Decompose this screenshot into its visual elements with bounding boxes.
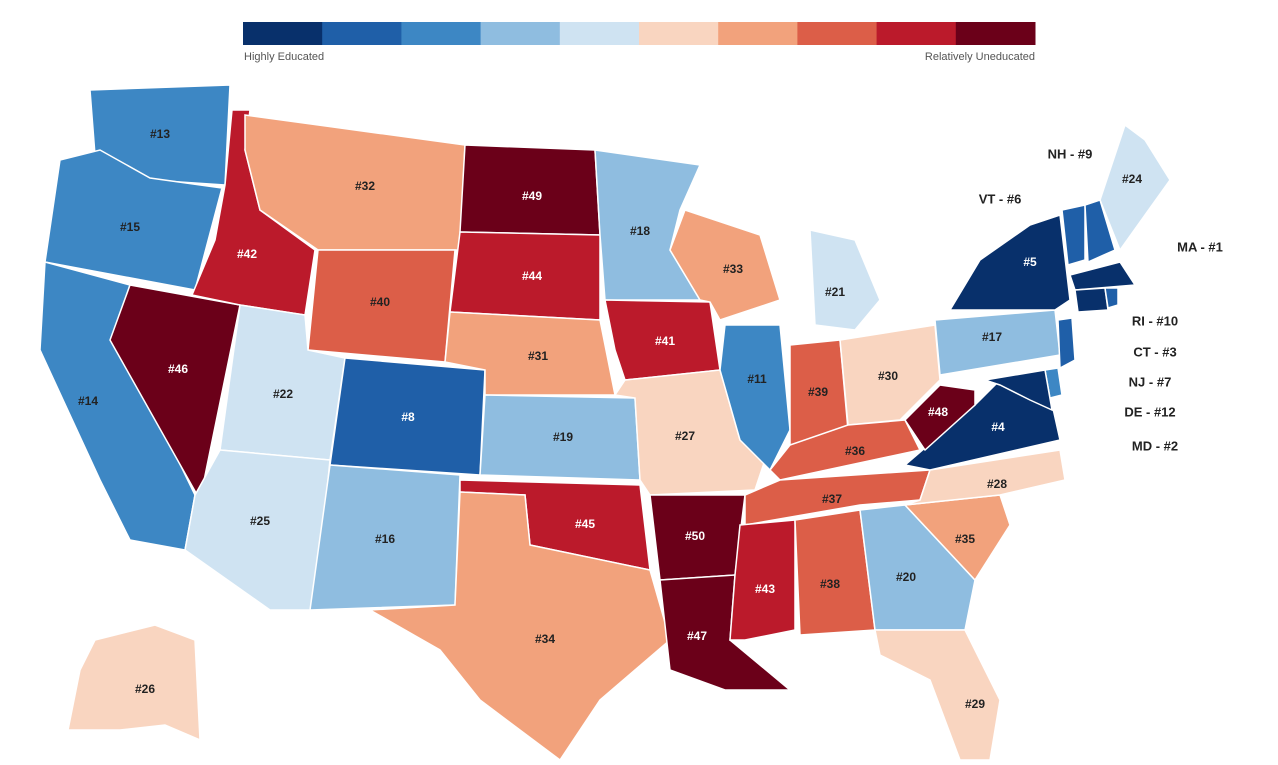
state-label: #19: [553, 430, 573, 444]
legend-right-label: Relatively Uneducated: [925, 51, 1035, 63]
legend-swatch: [718, 22, 798, 45]
state-label: #26: [135, 682, 155, 696]
legend-swatch: [401, 22, 482, 45]
legend-swatch: [876, 22, 957, 45]
state: [809, 229, 881, 331]
state-label: #34: [535, 632, 555, 646]
state-label: #8: [401, 410, 415, 424]
state-label: #37: [822, 492, 842, 506]
state-label: #48: [928, 405, 948, 419]
state-label: #47: [687, 629, 707, 643]
state-label: #24: [1122, 172, 1142, 186]
state-label: #36: [845, 444, 865, 458]
state: [1061, 204, 1086, 266]
state-label: #25: [250, 514, 270, 528]
state: [839, 324, 941, 426]
legend-swatch: [639, 22, 719, 45]
state-label: #35: [955, 532, 975, 546]
state-label: #30: [878, 369, 898, 383]
state-callout: MA - #1: [1177, 239, 1223, 254]
state-label: #31: [528, 349, 548, 363]
state: [367, 491, 671, 762]
state-label: #43: [755, 582, 775, 596]
state: [67, 624, 201, 742]
state-label: #40: [370, 295, 390, 309]
legend-swatch: [797, 22, 878, 45]
labels: #13 #15 #14 #46 #42 #32 #40 #22 #25 #8 #16 #49 #44 #3…: [78, 127, 1223, 711]
state: [1074, 287, 1109, 313]
state-label: #39: [808, 385, 828, 399]
state-callout: NJ - #7: [1129, 374, 1172, 389]
state: [948, 213, 1071, 311]
state-callout: CT - #3: [1133, 344, 1176, 359]
state: [1057, 317, 1076, 370]
state-label: #11: [747, 372, 767, 386]
state-label: #22: [273, 387, 293, 401]
state: [984, 369, 1053, 412]
state-label: #44: [522, 269, 542, 283]
state-label: #38: [820, 577, 840, 591]
state-label: #45: [575, 517, 595, 531]
state-label: #5: [1023, 255, 1037, 269]
state-label: #13: [150, 127, 170, 141]
state-label: #28: [987, 477, 1007, 491]
state: [904, 449, 1066, 506]
legend-swatch: [955, 22, 1036, 45]
state-label: #46: [168, 362, 188, 376]
state-label: #50: [685, 529, 705, 543]
state-label: #20: [896, 570, 916, 584]
state-label: #42: [237, 247, 257, 261]
state-label: #16: [375, 532, 395, 546]
state-callout: RI - #10: [1132, 313, 1178, 328]
state-callout: DE - #12: [1124, 404, 1175, 419]
state-label: #17: [982, 330, 1002, 344]
legend-left-label: Highly Educated: [244, 51, 324, 63]
legend: Highly Educated Relatively Uneducated: [243, 22, 1036, 63]
state: [1104, 287, 1119, 309]
state-label: #27: [675, 429, 695, 443]
state-label: #15: [120, 220, 140, 234]
state: [904, 384, 976, 452]
state-label: #33: [723, 262, 743, 276]
state: [669, 209, 781, 321]
state: [729, 519, 796, 641]
state-label: #14: [78, 394, 98, 408]
legend-swatch: [243, 22, 323, 45]
legend-swatch: [322, 22, 402, 45]
state-label: #41: [655, 334, 675, 348]
state-label: #29: [965, 697, 985, 711]
state-callout: MD - #2: [1132, 438, 1178, 453]
state: [874, 629, 1001, 761]
state: [184, 449, 331, 611]
state: [1099, 123, 1171, 252]
state: [1084, 199, 1116, 264]
legend-swatch: [559, 22, 640, 45]
state-label: #18: [630, 224, 650, 238]
state-label: #49: [522, 189, 542, 203]
legend-swatch: [480, 22, 561, 45]
state-label: #21: [825, 285, 845, 299]
state: [1069, 261, 1137, 291]
state: [859, 504, 976, 631]
state-label: #4: [991, 420, 1005, 434]
state-callout: NH - #9: [1048, 146, 1093, 161]
state-label: #32: [355, 179, 375, 193]
states: [39, 84, 1171, 762]
state-callout: VT - #6: [979, 191, 1022, 206]
